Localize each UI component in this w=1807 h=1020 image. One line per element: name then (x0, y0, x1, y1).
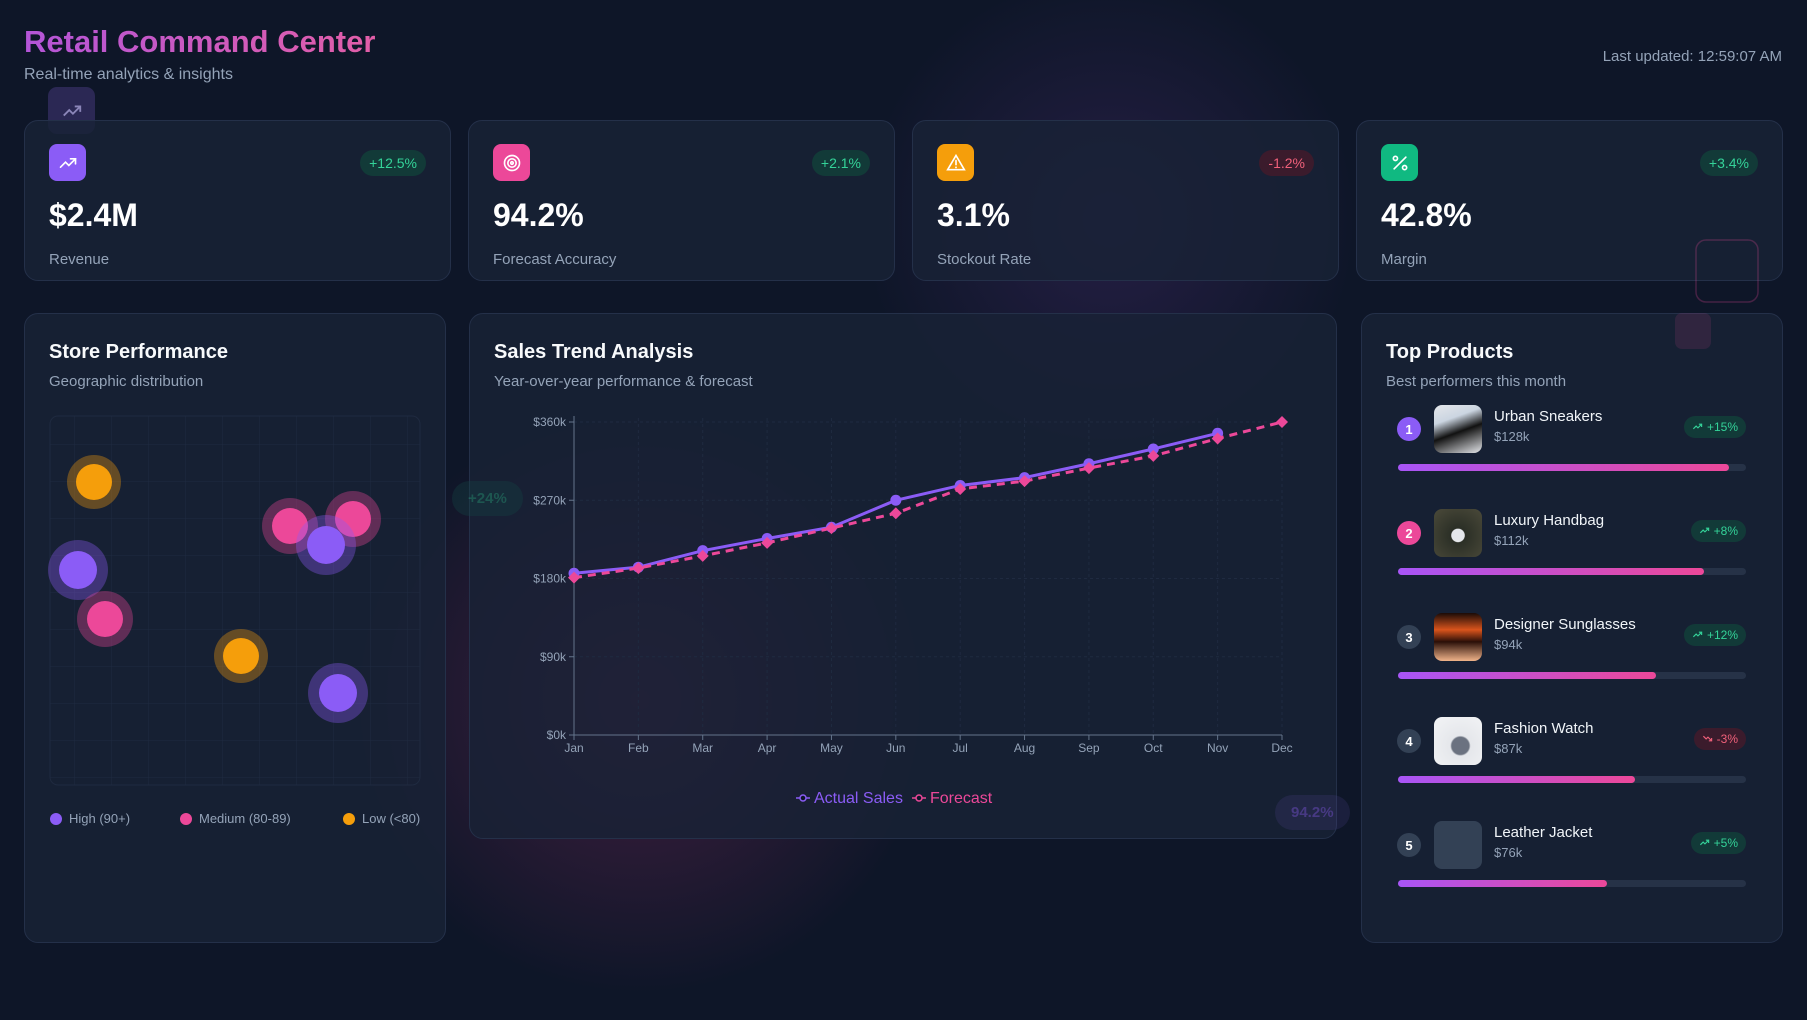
change-text: -3% (1716, 732, 1738, 746)
floating-badge: 94.2% (1275, 795, 1350, 830)
kpi-label: Stockout Rate (937, 251, 1032, 268)
product-rank: 4 (1397, 729, 1421, 753)
kpi-change: +12.5% (360, 150, 426, 176)
card-subtitle: Geographic distribution (49, 373, 204, 390)
kpi-change: +2.1% (811, 150, 870, 176)
kpi-value: 94.2% (493, 197, 584, 233)
icon-glyph (1392, 155, 1407, 170)
product-image (1434, 821, 1482, 869)
progress-track (1398, 880, 1746, 887)
product-image (1434, 509, 1482, 557)
product-change: +5% (1690, 832, 1746, 854)
product-price: $112k (1494, 533, 1529, 548)
kpi-value: $2.4M (49, 197, 138, 233)
kpi-icon (1381, 144, 1418, 181)
card-title: Store Performance (49, 341, 228, 363)
progress-track (1398, 464, 1746, 471)
product-name: Leather Jacket (1494, 824, 1593, 841)
product-rank: 3 (1397, 625, 1421, 649)
product-change: -3% (1693, 728, 1746, 750)
trend-icon (1699, 839, 1709, 846)
product-price: $128k (1494, 429, 1530, 444)
progress-track (1398, 776, 1746, 783)
product-change: +8% (1690, 520, 1746, 542)
product-rank: 2 (1397, 521, 1421, 545)
product-name: Designer Sunglasses (1494, 616, 1636, 633)
kpi-change: -1.2% (1259, 150, 1314, 176)
kpi-label: Margin (1381, 251, 1427, 268)
card-subtitle: Best performers this month (1386, 373, 1567, 390)
progress-track (1398, 568, 1746, 575)
kpi-value: 3.1% (937, 197, 1010, 233)
change-text: +15% (1706, 420, 1738, 434)
dashboard: Retail Command Center Real-time analytic… (24, 0, 1783, 1020)
product-image (1434, 613, 1482, 661)
kpi-card: -1.2% 3.1% Stockout Rate (912, 120, 1339, 281)
change-text: +12% (1706, 628, 1738, 642)
sales-card: Sales Trend Analysis Year-over-year perf… (469, 313, 1337, 839)
kpi-icon (493, 144, 530, 181)
kpi-label: Revenue (49, 251, 110, 268)
card-title: Top Products (1386, 341, 1514, 363)
progress-bar (1398, 568, 1705, 575)
kpi-card: +12.5% $2.4M Revenue (24, 120, 451, 281)
product-name: Urban Sneakers (1494, 408, 1603, 425)
floating-badge: +24% (452, 481, 523, 516)
icon-glyph (59, 157, 76, 168)
kpi-label: Forecast Accuracy (493, 251, 617, 268)
kpi-card: +3.4% 42.8% Margin (1356, 120, 1783, 281)
trend-icon (1692, 423, 1703, 430)
product-rank: 1 (1397, 417, 1421, 441)
store-card: Store Performance Geographic distributio… (24, 313, 446, 943)
chart-subtitle: Year-over-year performance & forecast (494, 373, 753, 390)
progress-bar (1398, 776, 1635, 783)
icon-glyph (503, 154, 520, 171)
progress-bar (1398, 672, 1656, 679)
progress-bar (1398, 464, 1729, 471)
page-title: Retail Command Center (24, 24, 376, 59)
product-price: $87k (1494, 741, 1523, 756)
trend-icon (1702, 735, 1712, 742)
kpi-value: 42.8% (1381, 197, 1472, 233)
change-text: +5% (1713, 836, 1738, 850)
change-text: +8% (1713, 524, 1738, 538)
page-subtitle: Real-time analytics & insights (24, 66, 233, 83)
icon-glyph (945, 153, 966, 170)
kpi-icon (49, 144, 86, 181)
kpi-card: +2.1% 94.2% Forecast Accuracy (468, 120, 895, 281)
product-image (1434, 717, 1482, 765)
trend-icon (1692, 631, 1703, 638)
kpi-change: +3.4% (1699, 150, 1758, 176)
product-change: +15% (1683, 416, 1746, 438)
product-name: Fashion Watch (1494, 720, 1594, 737)
product-change: +12% (1683, 624, 1746, 646)
last-updated: Last updated: 12:59:07 AM (1602, 48, 1782, 65)
product-price: $94k (1494, 637, 1523, 652)
trend-icon (1699, 527, 1709, 534)
progress-track (1398, 672, 1746, 679)
progress-bar (1398, 880, 1607, 887)
product-price: $76k (1494, 845, 1523, 860)
chart-title: Sales Trend Analysis (494, 341, 694, 363)
product-rank: 5 (1397, 833, 1421, 857)
product-image (1434, 405, 1482, 453)
product-name: Luxury Handbag (1494, 512, 1605, 529)
products-card: Top Products Best performers this month … (1361, 313, 1783, 943)
kpi-icon (937, 144, 974, 181)
